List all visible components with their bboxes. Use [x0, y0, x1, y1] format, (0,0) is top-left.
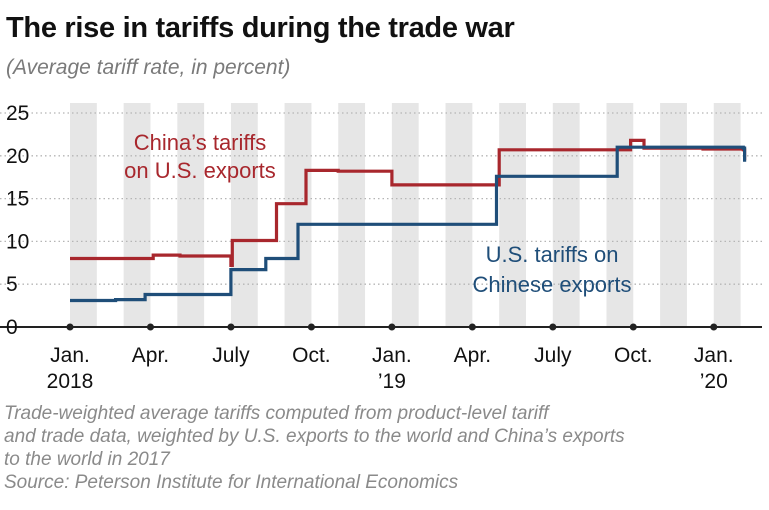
- month-bands: [70, 103, 741, 327]
- us-series-label: U.S. tariffs on Chinese exports: [473, 242, 632, 297]
- us-series-label-line-2: Chinese exports: [473, 272, 632, 297]
- y-tick-label: 5: [6, 273, 18, 296]
- x-tick-dot: [66, 323, 74, 331]
- y-tick-label: 0: [6, 316, 18, 339]
- y-tick-label: 10: [6, 230, 29, 253]
- month-band: [70, 103, 97, 327]
- x-tick-dot: [468, 323, 476, 331]
- x-tick-dot: [227, 323, 235, 331]
- month-band: [552, 103, 580, 327]
- month-band: [391, 103, 419, 327]
- x-tick-year-label: 2018: [47, 370, 94, 393]
- x-axis-labels: Jan. 2018 Apr. July Oct. Jan. ’19 Apr. July Oct. J…: [47, 344, 734, 393]
- china-series-label: China’s tariffs on U.S. exports: [124, 130, 276, 183]
- x-tick-dot: [307, 323, 315, 331]
- tariff-chart: 0 5 10 15 20 25 Jan. 2018 Apr. July Oct. Jan. ’19 Ap…: [0, 102, 762, 393]
- x-tick-dot: [146, 323, 154, 331]
- x-tick-dot: [388, 323, 396, 331]
- chart-subtitle: (Average tariff rate, in percent): [6, 56, 291, 79]
- month-band: [338, 103, 366, 327]
- month-band: [606, 103, 634, 327]
- china-series-label-line-1: China’s tariffs: [134, 130, 266, 155]
- footnote-line-1: Trade-weighted average tariffs computed …: [4, 403, 549, 424]
- series-lines: [70, 138, 747, 303]
- source-line: Source: Peterson Institute for Internati…: [4, 472, 459, 493]
- us-tariff-line: [70, 145, 747, 303]
- y-tick-label: 25: [6, 102, 29, 125]
- gridlines: [0, 112, 762, 285]
- series-labels: China’s tariffs on U.S. exports U.S. tarif…: [124, 130, 631, 297]
- month-band: [284, 103, 312, 327]
- footnote-line-2: and trade data, weighted by U.S. exports…: [4, 426, 625, 447]
- footnote: Trade-weighted average tariffs computed …: [4, 402, 764, 494]
- month-band: [713, 103, 741, 327]
- y-axis-labels: 0 5 10 15 20 25: [6, 102, 29, 339]
- china-series-label-line-2: on U.S. exports: [124, 158, 276, 183]
- x-tick-dot: [629, 323, 637, 331]
- month-band: [230, 103, 258, 327]
- us-series-label-line-1: U.S. tariffs on: [486, 242, 619, 267]
- x-tick-year-label: ’19: [378, 370, 406, 393]
- y-tick-label: 15: [6, 188, 29, 211]
- x-tick-label: Jan.: [50, 344, 90, 367]
- chart-title: The rise in tariffs during the trade war: [6, 12, 515, 44]
- y-tick-label: 20: [6, 145, 29, 168]
- footnote-line-3: to the world in 2017: [4, 449, 170, 470]
- x-tick-year-label: ’20: [700, 370, 728, 393]
- x-tick-label: Jan.: [694, 344, 734, 367]
- x-tick-label: July: [212, 344, 250, 367]
- x-tick-label: Jan.: [372, 344, 412, 367]
- x-tick-dot: [710, 323, 718, 331]
- x-tick-label: Apr.: [454, 344, 491, 367]
- month-band: [177, 103, 205, 327]
- month-band: [445, 103, 473, 327]
- month-band: [660, 103, 687, 327]
- x-tick-label: Apr.: [132, 344, 169, 367]
- x-tick-label: Oct.: [292, 344, 331, 367]
- x-tick-label: Oct.: [614, 344, 653, 367]
- x-tick-dot: [549, 323, 557, 331]
- month-band: [123, 103, 151, 327]
- x-tick-label: July: [534, 344, 572, 367]
- month-band: [499, 103, 526, 327]
- x-axis: [0, 323, 762, 331]
